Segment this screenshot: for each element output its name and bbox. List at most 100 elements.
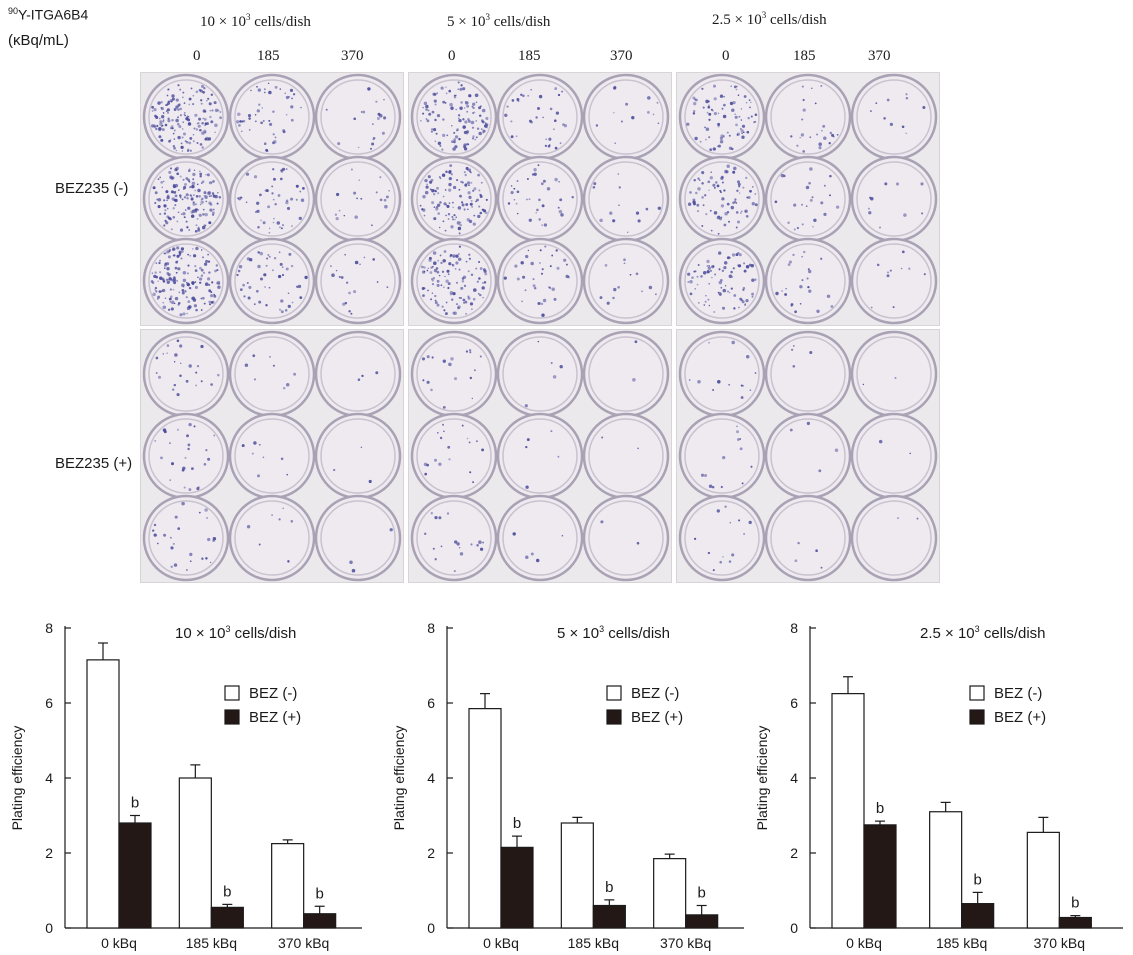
x-tick-label: 185 kBq	[568, 935, 619, 951]
bar-chart-10k: 0 2 4 6 8 Plating efficiency 10 × 103 cells/di…	[9, 620, 362, 951]
panel-title-3-sup: 3	[761, 10, 767, 20]
dish-photo-bez-plus-1	[140, 329, 404, 583]
dish	[582, 412, 670, 500]
row-label-bez-minus: BEZ235 (-)	[55, 180, 129, 197]
y-tick-label: 4	[427, 770, 435, 786]
bar-bez-plus	[1058, 916, 1092, 929]
dish	[410, 73, 498, 161]
legend-label: BEZ (-)	[994, 685, 1042, 702]
bar-bez-minus	[271, 843, 305, 929]
dish	[228, 494, 316, 582]
panel-title-3-prefix: 2.5 × 10	[712, 12, 762, 28]
dish	[764, 237, 852, 325]
chart-title: 2.5 × 103 cells/dish	[920, 624, 1046, 642]
dish	[496, 155, 584, 243]
dish	[410, 330, 498, 418]
bar-bez-minus	[831, 693, 865, 929]
dish	[410, 237, 498, 325]
chart-title: 5 × 103 cells/dish	[557, 624, 670, 642]
dish-photo-svg	[142, 330, 402, 582]
panel-title-3: 2.5 × 103 cells/dish	[712, 10, 827, 29]
dish	[850, 155, 938, 243]
panel-title-2-sup: 3	[485, 12, 490, 22]
legend-label: BEZ (+)	[994, 709, 1046, 726]
dish	[764, 412, 852, 500]
dish	[582, 330, 670, 418]
bar-bez-minus	[929, 811, 963, 929]
dish	[678, 494, 766, 582]
unit-label: (κBq/mL)	[8, 32, 69, 49]
bar-bez-plus	[961, 903, 995, 929]
dish	[582, 494, 670, 582]
dish	[410, 494, 498, 582]
dish	[678, 73, 766, 161]
dish	[314, 237, 402, 325]
dish-photo-bez-minus-1	[140, 72, 404, 326]
dish	[764, 330, 852, 418]
dish	[314, 155, 402, 243]
dish	[228, 155, 316, 243]
y-tick-label: 0	[427, 920, 435, 936]
y-tick-label: 2	[790, 845, 798, 861]
panel-title-1: 10 × 103 cells/dish	[200, 12, 311, 31]
dish	[582, 155, 670, 243]
bar-bez-minus	[560, 822, 594, 929]
dish	[764, 155, 852, 243]
dish	[850, 330, 938, 418]
dose-label: 0	[193, 48, 201, 64]
legend-swatch	[224, 685, 240, 701]
dish	[142, 73, 230, 161]
bar-bez-minus	[468, 708, 502, 929]
dish	[678, 412, 766, 500]
dish-photo-svg	[678, 330, 938, 582]
y-tick-label: 2	[427, 845, 435, 861]
x-tick-label: 185 kBq	[936, 935, 987, 951]
y-tick-label: 6	[427, 695, 435, 711]
significance-label: b	[223, 883, 231, 900]
legend-swatch	[969, 709, 985, 725]
significance-label: b	[513, 815, 521, 832]
y-tick-label: 8	[790, 620, 798, 636]
dose-label: 185	[257, 48, 280, 64]
dose-label: 370	[341, 48, 364, 64]
panel-title-2: 5 × 103 cells/dish	[447, 12, 550, 31]
dish	[496, 237, 584, 325]
dish-photo-bez-minus-3	[676, 72, 940, 326]
dish	[582, 73, 670, 161]
x-tick-label: 0 kBq	[846, 935, 882, 951]
dish	[496, 73, 584, 161]
dish	[228, 237, 316, 325]
legend-swatch	[969, 685, 985, 701]
dish	[142, 412, 230, 500]
isotope-label-text: Y-ITGA6B4	[18, 6, 89, 23]
bar-bez-plus	[685, 914, 719, 929]
dose-label: 0	[448, 48, 456, 64]
x-tick-label: 185 kBq	[186, 935, 237, 951]
dish	[850, 412, 938, 500]
significance-label: b	[697, 885, 705, 902]
legend-label: BEZ (-)	[631, 685, 679, 702]
significance-label: b	[131, 795, 139, 812]
panel-title-3-suffix: cells/dish	[766, 12, 827, 28]
dish-photo-bez-minus-2	[408, 72, 672, 326]
y-axis-label: Plating efficiency	[9, 726, 25, 831]
dish	[142, 330, 230, 418]
x-tick-label: 0 kBq	[101, 935, 137, 951]
dish	[496, 494, 584, 582]
dose-label: 370	[868, 48, 891, 64]
y-tick-label: 8	[45, 620, 53, 636]
y-tick-label: 6	[790, 695, 798, 711]
dish-photo-svg	[678, 73, 938, 325]
dish	[850, 494, 938, 582]
isotope-label: 90Y-ITGA6B4	[8, 6, 88, 23]
dish	[142, 494, 230, 582]
bar-chart-5k: 0 2 4 6 8 Plating efficiency 5 × 103 cells/dis…	[391, 620, 744, 951]
panel-title-1-sup: 3	[245, 12, 251, 22]
legend-label: BEZ (+)	[631, 709, 683, 726]
panel-title-1-prefix: 10 × 10	[200, 14, 246, 30]
dish	[142, 237, 230, 325]
bar-bez-minus	[178, 777, 212, 929]
dish	[228, 73, 316, 161]
dish	[228, 330, 316, 418]
bar-chart-2_5k: 0 2 4 6 8 Plating efficiency 2.5 × 103 cells/d…	[754, 620, 1123, 951]
